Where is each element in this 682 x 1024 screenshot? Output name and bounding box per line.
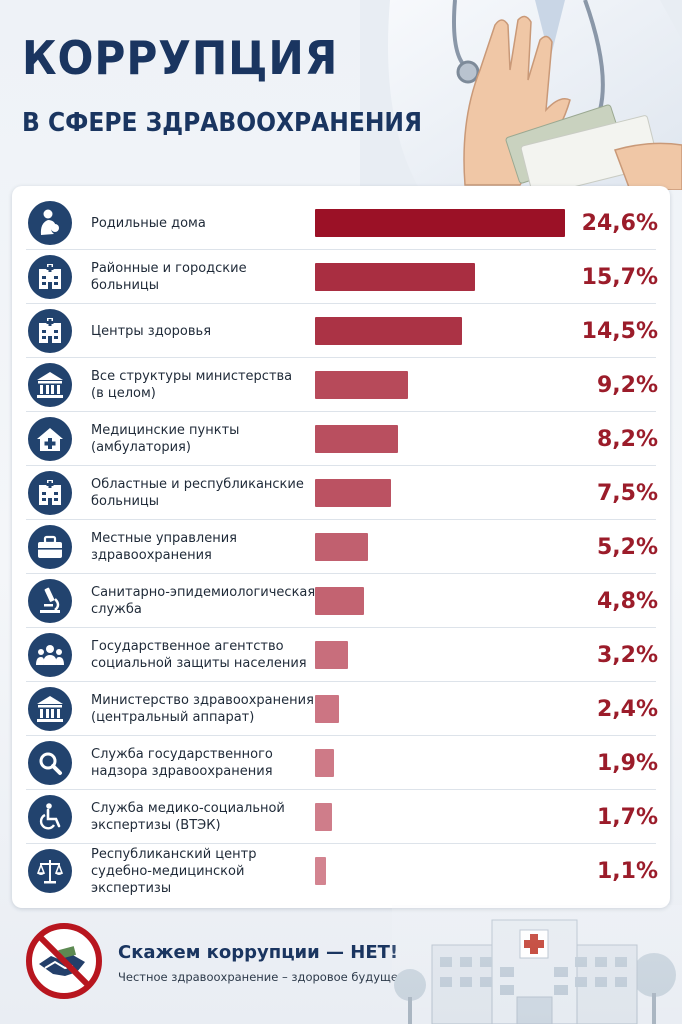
category-label: Республиканский центр судебно-медицинско…	[91, 846, 257, 896]
page-title: КОРРУПЦИЯ	[22, 31, 339, 85]
bar	[315, 587, 364, 615]
value-label: 14,5%	[581, 318, 658, 344]
scales-icon	[28, 849, 72, 893]
category-label: Медицинские пункты (амбулатория)	[91, 423, 240, 455]
chart-row: Все структуры министерства (в целом) 9,2%	[12, 358, 670, 412]
bar	[315, 425, 398, 453]
government-building-icon	[28, 687, 72, 731]
medical-house-icon	[28, 417, 72, 461]
value-label: 3,2%	[596, 642, 658, 668]
bar	[315, 263, 475, 291]
value-label: 7,5%	[596, 480, 658, 506]
chart-row: Медицинские пункты (амбулатория) 8,2%	[12, 412, 670, 466]
hospital-building-icon	[28, 471, 72, 515]
value-label: 1,1%	[596, 858, 658, 884]
slogan: Скажем коррупции — НЕТ!	[118, 942, 399, 963]
bar	[315, 479, 391, 507]
value-label: 9,2%	[596, 372, 658, 398]
tagline: Честное здравоохранение – здоровое будущ…	[118, 970, 409, 984]
hospital-building-icon	[28, 309, 72, 353]
page-subtitle: В СФЕРЕ ЗДРАВООХРАНЕНИЯ	[22, 108, 423, 138]
row-divider	[26, 411, 656, 412]
row-divider	[26, 573, 656, 574]
value-label: 2,4%	[596, 696, 658, 722]
briefcase-icon	[28, 525, 72, 569]
value-label: 1,7%	[596, 804, 658, 830]
chart-row: Родильные дома 24,6%	[12, 196, 670, 250]
chart-row: Местные управления здравоохранения 5,2%	[12, 520, 670, 574]
people-group-icon	[28, 633, 72, 677]
chart-row: Районные и городские больницы 15,7%	[12, 250, 670, 304]
bar	[315, 317, 462, 345]
category-label: Служба медико-социальной экспертизы (ВТЭ…	[91, 801, 285, 833]
value-label: 5,2%	[596, 534, 658, 560]
value-label: 4,8%	[596, 588, 658, 614]
bar	[315, 533, 368, 561]
chart-row: Санитарно-эпидемиологическая служба 4,8%	[12, 574, 670, 628]
value-label: 15,7%	[581, 264, 658, 290]
microscope-icon	[28, 579, 72, 623]
row-divider	[26, 357, 656, 358]
magnifier-icon	[28, 741, 72, 785]
row-divider	[26, 843, 656, 844]
category-label: Местные управления здравоохранения	[91, 531, 237, 563]
value-label: 1,9%	[596, 750, 658, 776]
bar	[315, 371, 408, 399]
row-divider	[26, 519, 656, 520]
row-divider	[26, 249, 656, 250]
row-divider	[26, 681, 656, 682]
chart-row: Республиканский центр судебно-медицинско…	[12, 844, 670, 898]
row-divider	[26, 735, 656, 736]
bar	[315, 695, 339, 723]
category-label: Санитарно-эпидемиологическая служба	[91, 585, 316, 617]
category-label: Все структуры министерства (в целом)	[91, 369, 293, 401]
hospital-building-illustration	[392, 905, 682, 1024]
doctor-refusing-bribe-illustration	[360, 0, 682, 190]
wheelchair-icon	[28, 795, 72, 839]
row-divider	[26, 627, 656, 628]
hospital-building-icon	[28, 255, 72, 299]
row-divider	[26, 303, 656, 304]
bar-chart-panel: Родильные дома 24,6% Районные и городские …	[12, 186, 670, 908]
chart-row: Областные и республиканские больницы 7,5%	[12, 466, 670, 520]
category-label: Районные и городские больницы	[91, 261, 247, 293]
chart-row: Служба медико-социальной экспертизы (ВТЭ…	[12, 790, 670, 844]
bar	[315, 803, 332, 831]
chart-row: Центры здоровья 14,5%	[12, 304, 670, 358]
bar	[315, 857, 326, 885]
category-label: Министерство здравоохранения (центральны…	[91, 693, 314, 725]
bar	[315, 749, 334, 777]
bar	[315, 209, 565, 237]
chart-row: Министерство здравоохранения (центральны…	[12, 682, 670, 736]
category-label: Родильные дома	[91, 215, 206, 231]
row-divider	[26, 789, 656, 790]
category-label: Центры здоровья	[91, 323, 212, 339]
bar	[315, 641, 348, 669]
category-label: Служба государственного надзора здравоох…	[91, 747, 273, 779]
value-label: 24,6%	[581, 210, 658, 236]
category-label: Областные и республиканские больницы	[91, 477, 304, 509]
government-building-icon	[28, 363, 72, 407]
row-divider	[26, 465, 656, 466]
chart-row: Служба государственного надзора здравоох…	[12, 736, 670, 790]
chart-row: Государственное агентство социальной защ…	[12, 628, 670, 682]
value-label: 8,2%	[596, 426, 658, 452]
mother-baby-icon	[28, 201, 72, 245]
no-bribe-handshake-icon	[26, 923, 102, 999]
category-label: Государственное агентство социальной защ…	[91, 639, 307, 671]
